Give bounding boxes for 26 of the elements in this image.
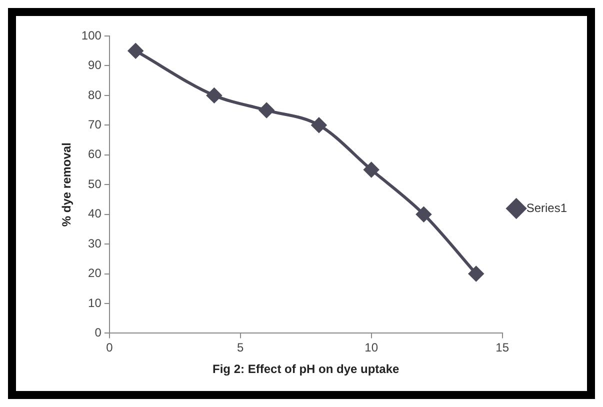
x-tick-label: 5 <box>237 340 244 355</box>
y-tick-label: 10 <box>88 296 102 310</box>
y-tick-label: 80 <box>88 88 102 102</box>
y-tick-label: 50 <box>88 176 102 191</box>
point <box>416 206 432 222</box>
y-axis-title: % dye removal <box>60 142 74 227</box>
point <box>128 43 144 58</box>
y-tick-label: 60 <box>88 147 102 162</box>
point <box>311 118 326 133</box>
y-tick-label: 40 <box>88 206 102 221</box>
point <box>468 266 484 282</box>
x-tick-label: 15 <box>496 340 510 355</box>
y-tick-label: 0 <box>94 326 102 340</box>
y-tick-label: 90 <box>88 58 102 72</box>
frame: Fig 2: Effect of pH on dye uptake % dye removal Series1 0 5 10 15 0 10 20 30 40 50 60 70 80 90 100 <box>8 8 595 399</box>
point <box>259 102 274 118</box>
point <box>364 162 379 178</box>
x-tick-label: 0 <box>106 340 114 355</box>
y-tick-label: 30 <box>88 236 102 250</box>
y-tick-label: 100 <box>81 28 102 42</box>
point <box>206 88 222 103</box>
x-axis-title: Fig 2: Effect of pH on dye uptake <box>212 362 400 376</box>
y-tick-label: 70 <box>88 117 102 132</box>
x-tick-label: 10 <box>364 340 378 355</box>
legend-label: Series1 <box>526 200 568 215</box>
y-tick-label: 20 <box>88 266 102 280</box>
